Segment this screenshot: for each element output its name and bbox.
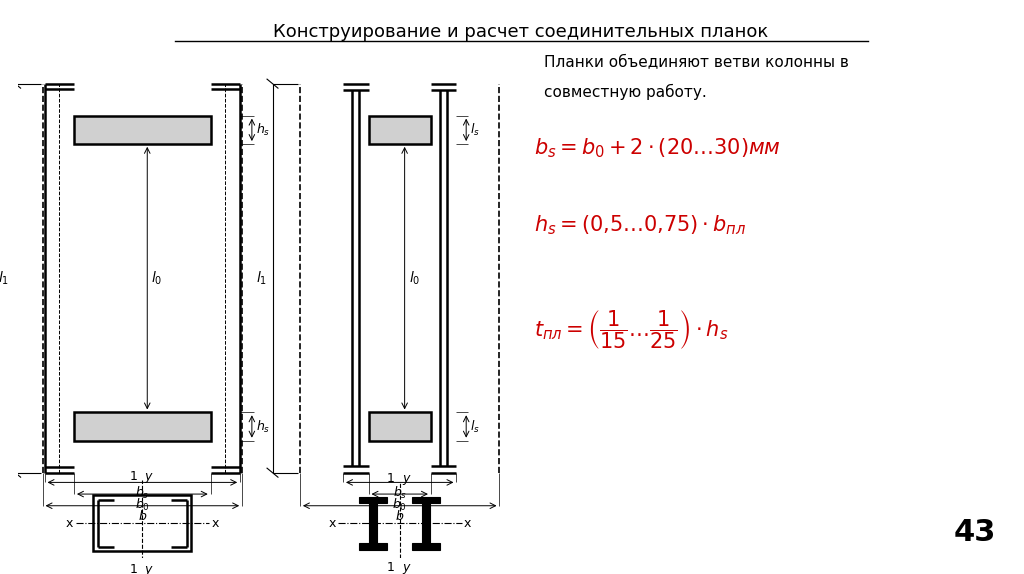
Text: x: x <box>329 517 336 530</box>
Text: $h_s$: $h_s$ <box>256 122 270 138</box>
Text: y: y <box>144 470 152 483</box>
Bar <box>422 503 430 543</box>
Text: $b_s = b_0 + 2 \cdot (20 \ldots 30)$мм: $b_s = b_0 + 2 \cdot (20 \ldots 30)$мм <box>534 136 780 160</box>
Text: $b$: $b$ <box>395 509 404 523</box>
Text: $h_s$: $h_s$ <box>256 418 270 435</box>
Bar <box>369 412 431 441</box>
Text: совместную работу.: совместную работу. <box>544 84 707 100</box>
Text: $b_s$: $b_s$ <box>135 485 150 502</box>
Text: y: y <box>402 561 410 574</box>
Text: $b_0$: $b_0$ <box>135 497 150 513</box>
Text: $l_1$: $l_1$ <box>256 269 266 287</box>
Text: $b$: $b$ <box>137 509 147 523</box>
Bar <box>93 495 191 552</box>
Bar <box>370 503 377 543</box>
Text: $b_s$: $b_s$ <box>392 485 407 502</box>
Text: $l_s$: $l_s$ <box>470 418 480 435</box>
Text: $t_{\mathregular{пл}} = \left(\dfrac{1}{15} \ldots \dfrac{1}{25}\right) \cdot h_: $t_{\mathregular{пл}} = \left(\dfrac{1}{… <box>534 308 728 351</box>
Text: x: x <box>464 517 471 530</box>
Text: $l_1$: $l_1$ <box>0 269 9 287</box>
Text: Конструирование и расчет соединительных планок: Конструирование и расчет соединительных … <box>273 24 769 41</box>
Text: x: x <box>211 517 219 530</box>
Text: Планки объединяют ветви колонны в: Планки объединяют ветви колонны в <box>544 55 849 69</box>
Text: y: y <box>144 564 152 574</box>
Text: $l_s$: $l_s$ <box>470 122 480 138</box>
Text: $l_0$: $l_0$ <box>409 269 420 287</box>
Bar <box>74 412 211 441</box>
Text: 1: 1 <box>130 564 137 574</box>
Bar <box>413 543 440 549</box>
Text: 43: 43 <box>953 518 995 546</box>
Bar <box>413 497 440 503</box>
Text: 1: 1 <box>387 472 395 485</box>
Bar <box>359 497 387 503</box>
Bar <box>369 116 431 144</box>
Bar <box>74 116 211 144</box>
Text: x: x <box>66 517 74 530</box>
Text: 1: 1 <box>387 561 395 574</box>
Text: $b_0$: $b_0$ <box>392 497 408 513</box>
Text: $l_0$: $l_0$ <box>152 269 163 287</box>
Text: $h_s = (0{,}5 \ldots 0{,}75) \cdot b_{\mathregular{пл}}$: $h_s = (0{,}5 \ldots 0{,}75) \cdot b_{\m… <box>534 214 746 238</box>
Text: 1: 1 <box>130 470 137 483</box>
Bar <box>359 543 387 549</box>
Text: y: y <box>402 472 410 485</box>
